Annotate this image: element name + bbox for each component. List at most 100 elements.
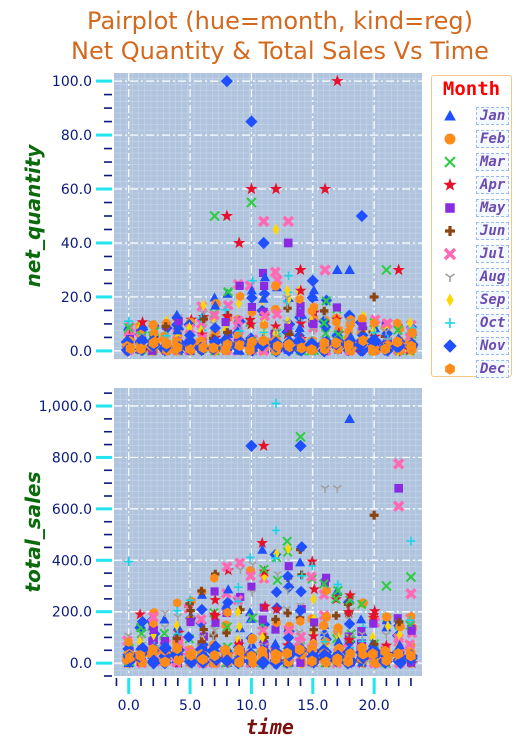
data-point <box>199 314 209 324</box>
data-point <box>284 271 293 280</box>
data-point <box>271 625 280 634</box>
legend-label: Jul <box>476 245 510 263</box>
legend-item-nov: Nov <box>440 336 512 356</box>
y-axis-label: total_sales <box>21 471 45 592</box>
legend-marker-jan <box>444 109 456 121</box>
data-point <box>269 266 281 278</box>
data-point <box>185 344 196 356</box>
data-point <box>369 292 379 302</box>
data-point <box>295 629 304 637</box>
legend-label: Mar <box>476 153 510 171</box>
data-point <box>258 615 267 624</box>
data-point <box>319 318 329 328</box>
highlight-points <box>124 74 405 326</box>
data-point <box>195 613 207 625</box>
data-point <box>148 643 158 655</box>
y-tick-label: 400.0 <box>52 553 92 569</box>
data-point <box>357 314 367 324</box>
data-point <box>271 308 283 320</box>
star-marker-icon <box>443 178 457 191</box>
data-point <box>148 320 158 330</box>
data-point <box>247 582 256 591</box>
y-tick-label: 0.0 <box>70 656 92 672</box>
circle-marker-icon <box>444 133 456 145</box>
data-point <box>147 654 161 668</box>
data-point <box>134 608 146 620</box>
data-point <box>257 215 270 228</box>
plus_thin-marker-icon <box>445 318 455 328</box>
data-point <box>196 603 208 616</box>
data-point <box>234 557 246 569</box>
data-point <box>173 654 184 666</box>
data-point <box>332 317 341 327</box>
data-point <box>235 297 242 310</box>
data-point <box>220 74 233 88</box>
data-point <box>136 343 146 355</box>
y-tick-label: 40.0 <box>61 236 92 252</box>
data-point <box>245 318 257 330</box>
data-point <box>358 630 367 639</box>
data-point <box>173 613 183 621</box>
data-point <box>271 398 281 408</box>
data-point <box>294 284 307 296</box>
data-point <box>319 264 331 276</box>
data-point <box>309 319 318 329</box>
data-point <box>210 573 219 583</box>
data-point <box>247 302 256 312</box>
total-sales-panel: 0.0 200.0 400.0 600.0 800.0 1,000.0 total_sale… <box>21 388 422 739</box>
data-point <box>236 621 243 633</box>
data-point <box>259 564 269 575</box>
data-point <box>296 658 305 667</box>
data-point <box>384 620 391 632</box>
data-point <box>259 320 269 330</box>
data-point <box>259 272 270 282</box>
data-point <box>380 343 390 355</box>
data-point <box>158 641 173 655</box>
data-point <box>406 317 414 329</box>
data-point <box>306 274 319 287</box>
data-point <box>344 589 356 601</box>
data-point <box>272 223 280 236</box>
data-point <box>381 264 392 276</box>
legend-label: Nov <box>476 337 510 355</box>
data-point <box>404 638 416 650</box>
data-point <box>200 299 207 311</box>
data-point <box>247 633 258 644</box>
y-tick-label: 1,000.0 <box>39 399 92 415</box>
data-point <box>245 182 258 195</box>
legend-label: Feb <box>476 130 510 148</box>
data-point <box>321 296 332 306</box>
data-point <box>392 336 403 348</box>
data-point <box>159 628 170 639</box>
data-point <box>294 322 305 332</box>
data-point <box>209 649 220 662</box>
data-point <box>273 570 282 579</box>
data-point <box>344 413 355 423</box>
data-point <box>296 342 307 354</box>
triangle-marker-icon <box>444 109 456 121</box>
data-point <box>234 606 242 618</box>
data-point <box>296 308 305 318</box>
data-point <box>272 575 283 586</box>
data-point <box>234 583 243 592</box>
data-point <box>306 344 317 356</box>
data-point <box>233 597 243 606</box>
data-point <box>332 585 343 596</box>
scatter-cloud <box>120 266 419 358</box>
data-point <box>283 624 295 636</box>
data-point <box>209 632 218 640</box>
data-point <box>282 647 293 659</box>
data-point <box>333 623 343 633</box>
data-point <box>355 614 367 624</box>
data-point <box>186 617 195 627</box>
data-point <box>381 580 392 592</box>
data-point <box>309 327 318 335</box>
data-point <box>160 609 170 617</box>
legend-label: Apr <box>476 176 510 194</box>
legend-item-sep: Sep <box>440 290 512 310</box>
data-point <box>381 317 393 329</box>
data-point <box>257 236 270 250</box>
data-point <box>332 653 343 665</box>
data-point <box>285 543 292 555</box>
data-point <box>173 598 182 608</box>
